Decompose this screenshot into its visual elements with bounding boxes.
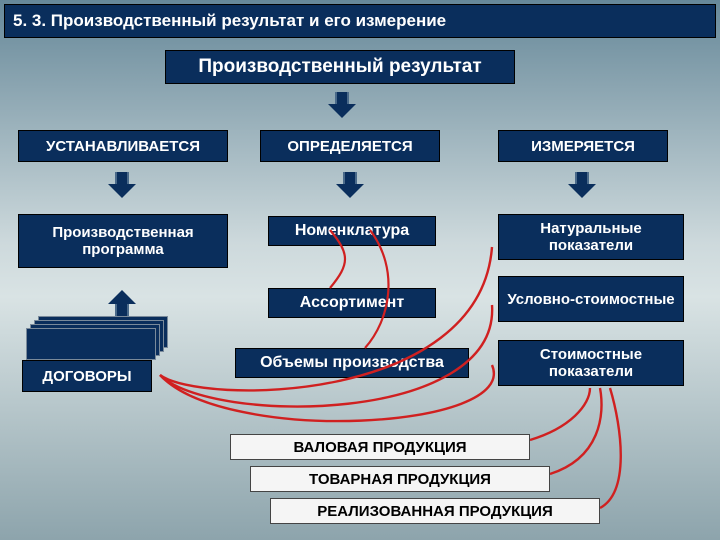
nomenclature-text: Номенклатура bbox=[295, 222, 409, 240]
row1-right-text: ИЗМЕРЯЕТСЯ bbox=[531, 138, 635, 155]
title-text: Производственный результат bbox=[198, 56, 481, 78]
cost-box: Стоимостные показатели bbox=[498, 340, 684, 386]
arrow-up-icon bbox=[108, 290, 136, 316]
row1-right-box: ИЗМЕРЯЕТСЯ bbox=[498, 130, 668, 162]
realized-output-text: РЕАЛИЗОВАННАЯ ПРОДУКЦИЯ bbox=[317, 503, 553, 520]
conditional-box: Условно-стоимостные bbox=[498, 276, 684, 322]
volumes-box: Объемы производства bbox=[235, 348, 469, 378]
assortment-text: Ассортимент bbox=[300, 294, 404, 312]
realized-output-box: РЕАЛИЗОВАННАЯ ПРОДУКЦИЯ bbox=[270, 498, 600, 524]
commodity-output-box: ТОВАРНАЯ ПРОДУКЦИЯ bbox=[250, 466, 550, 492]
program-text: Производственная программа bbox=[25, 224, 221, 258]
row1-mid-text: ОПРЕДЕЛЯЕТСЯ bbox=[287, 138, 412, 155]
row1-left-box: УСТАНАВЛИВАЕТСЯ bbox=[18, 130, 228, 162]
conditional-text: Условно-стоимостные bbox=[507, 291, 674, 308]
arrow-down-icon bbox=[568, 172, 596, 198]
volumes-text: Объемы производства bbox=[260, 354, 444, 372]
title-box: Производственный результат bbox=[165, 50, 515, 84]
natural-text: Натуральные показатели bbox=[505, 220, 677, 254]
contracts-text: ДОГОВОРЫ bbox=[42, 368, 131, 385]
program-box: Производственная программа bbox=[18, 214, 228, 268]
assortment-box: Ассортимент bbox=[268, 288, 436, 318]
cost-text: Стоимостные показатели bbox=[505, 346, 677, 380]
nomenclature-box: Номенклатура bbox=[268, 216, 436, 246]
slide-header: 5. 3. Производственный результат и его и… bbox=[4, 4, 716, 38]
contracts-box: ДОГОВОРЫ bbox=[22, 360, 152, 392]
commodity-output-text: ТОВАРНАЯ ПРОДУКЦИЯ bbox=[309, 471, 491, 488]
arrow-down-icon bbox=[108, 172, 136, 198]
row1-mid-box: ОПРЕДЕЛЯЕТСЯ bbox=[260, 130, 440, 162]
arrow-down-icon bbox=[328, 92, 356, 118]
slide-header-text: 5. 3. Производственный результат и его и… bbox=[13, 11, 446, 30]
row1-left-text: УСТАНАВЛИВАЕТСЯ bbox=[46, 138, 200, 155]
natural-box: Натуральные показатели bbox=[498, 214, 684, 260]
gross-output-box: ВАЛОВАЯ ПРОДУКЦИЯ bbox=[230, 434, 530, 460]
gross-output-text: ВАЛОВАЯ ПРОДУКЦИЯ bbox=[293, 439, 466, 456]
arrow-down-icon bbox=[336, 172, 364, 198]
